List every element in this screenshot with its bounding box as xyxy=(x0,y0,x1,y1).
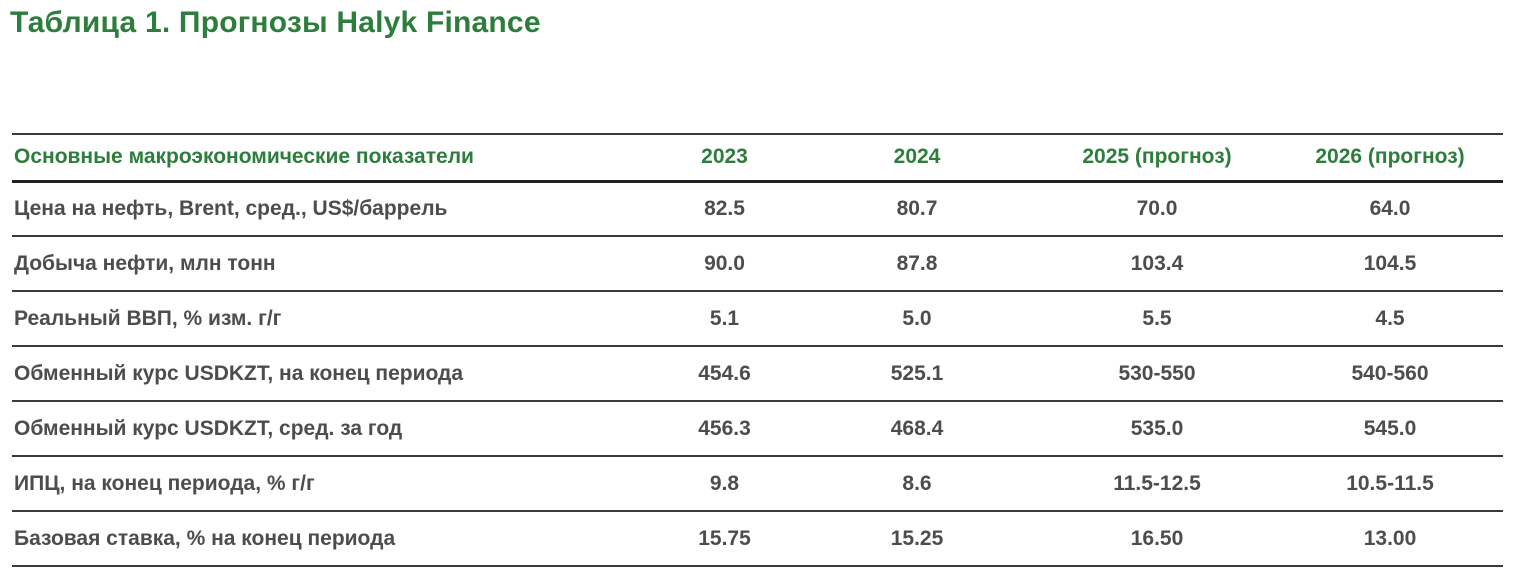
cell-value: 5.1 xyxy=(709,306,740,330)
row-label: Обменный курс USDKZT, сред. за год xyxy=(14,416,403,440)
cell-value: 468.4 xyxy=(890,416,944,440)
cell-value: 15.75 xyxy=(698,526,751,550)
cell-value: 8.6 xyxy=(902,471,932,495)
cell-value: 535.0 xyxy=(1130,416,1184,440)
table-row: ИПЦ, на конец периода, % г/г 9.8 8.6 11.… xyxy=(12,456,1503,511)
cell-value: 10.5-11.5 xyxy=(1346,471,1434,495)
column-header-indicators: Основные макроэкономические показатели xyxy=(14,145,474,169)
cell-value: 15.25 xyxy=(890,526,944,550)
cell-value: 103.4 xyxy=(1130,251,1184,275)
page-title: Таблица 1. Прогнозы Halyk Finance xyxy=(10,6,541,39)
row-label: Базовая ставка, % на конец периода xyxy=(14,526,396,550)
table-row: Обменный курс USDKZT, на конец периода 4… xyxy=(12,346,1503,401)
cell-value: 104.5 xyxy=(1363,251,1417,275)
cell-value: 530-550 xyxy=(1118,361,1196,385)
cell-value: 90.0 xyxy=(704,251,745,275)
cell-value: 540-560 xyxy=(1351,361,1429,385)
cell-value: 87.8 xyxy=(896,251,938,275)
row-label: Цена на нефть, Brent, сред., US$/баррель xyxy=(14,196,448,220)
cell-value: 454.6 xyxy=(698,361,751,385)
cell-value: 5.5 xyxy=(1142,306,1172,330)
row-label: Добыча нефти, млн тонн xyxy=(14,251,276,275)
cell-value: 11.5-12.5 xyxy=(1113,471,1201,495)
cell-value: 64.0 xyxy=(1369,196,1411,220)
cell-value: 5.0 xyxy=(902,306,932,330)
row-label: ИПЦ, на конец периода, % г/г xyxy=(14,471,315,495)
column-header-2024: 2024 xyxy=(893,145,941,169)
column-header-2026: 2026 (прогноз) xyxy=(1315,145,1465,169)
table-row: Добыча нефти, млн тонн 90.0 87.8 103.4 1… xyxy=(12,236,1503,291)
column-header-2025: 2025 (прогноз) xyxy=(1082,145,1232,169)
cell-value: 70.0 xyxy=(1136,196,1178,220)
cell-value: 80.7 xyxy=(896,196,938,220)
cell-value: 525.1 xyxy=(890,361,944,385)
cell-value: 13.00 xyxy=(1363,526,1417,550)
cell-value: 4.5 xyxy=(1375,306,1405,330)
cell-value: 456.3 xyxy=(698,416,751,440)
column-header-2023: 2023 xyxy=(701,145,748,169)
forecast-table: Основные макроэкономические показатели 2… xyxy=(12,133,1503,567)
table-row: Реальный ВВП, % изм. г/г 5.1 5.0 5.5 4.5 xyxy=(12,291,1503,346)
cell-value: 9.8 xyxy=(709,471,740,495)
cell-value: 16.50 xyxy=(1130,526,1184,550)
table-row: Базовая ставка, % на конец периода 15.75… xyxy=(12,511,1503,566)
table-header-row: Основные макроэкономические показатели 2… xyxy=(12,134,1503,181)
table-row: Цена на нефть, Brent, сред., US$/баррель… xyxy=(12,181,1503,236)
cell-value: 545.0 xyxy=(1363,416,1417,440)
table-row: Обменный курс USDKZT, сред. за год 456.3… xyxy=(12,401,1503,456)
cell-value: 82.5 xyxy=(704,196,745,220)
row-label: Обменный курс USDKZT, на конец периода xyxy=(14,361,464,385)
row-label: Реальный ВВП, % изм. г/г xyxy=(14,306,282,330)
